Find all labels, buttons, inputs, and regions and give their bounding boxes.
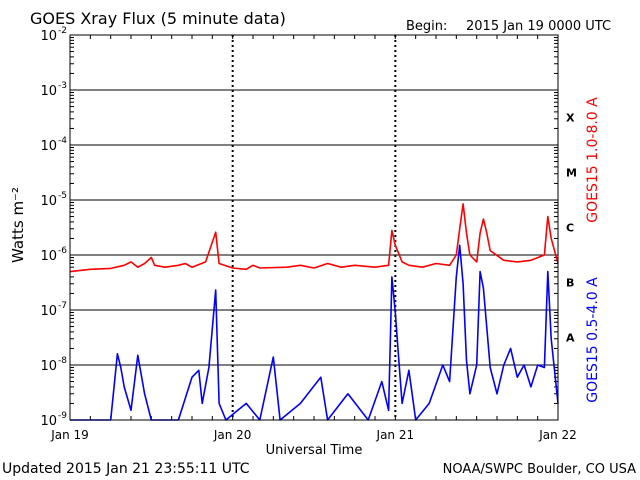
y-tick-label: 10 bbox=[40, 304, 57, 319]
y-tick-label: 10 bbox=[40, 414, 57, 429]
series-group bbox=[69, 203, 559, 421]
y-tick-label: 10 bbox=[40, 194, 57, 209]
x-tick-label: Jan 20 bbox=[213, 428, 252, 442]
x-axis-label: Universal Time bbox=[266, 443, 363, 458]
x-tick-label: Jan 19 bbox=[50, 428, 89, 442]
y-tick-label: 10 bbox=[40, 29, 57, 44]
chart-title: GOES Xray Flux (5 minute data) bbox=[30, 9, 286, 28]
series-label-short-channel: GOES15 0.5-4.0 A bbox=[585, 277, 601, 403]
y-tick-exponent: -2 bbox=[58, 26, 67, 36]
plot-frame bbox=[69, 34, 559, 421]
y-tick-label: 10 bbox=[40, 249, 57, 264]
x-tick-label: Jan 22 bbox=[538, 428, 577, 442]
flare-class-labels: A B C M X bbox=[566, 112, 577, 345]
y-tick-exponent: -7 bbox=[58, 301, 67, 311]
flare-class-x: X bbox=[566, 112, 575, 125]
begin-value: 2015 Jan 19 0000 UTC bbox=[466, 19, 611, 34]
begin-label: Begin: bbox=[406, 19, 447, 34]
y-tick-exponent: -4 bbox=[58, 136, 67, 146]
flare-class-m: M bbox=[566, 167, 577, 180]
y-tick-label: 10 bbox=[40, 84, 57, 99]
series-line-long-channel bbox=[69, 203, 559, 273]
flare-class-b: B bbox=[566, 277, 574, 290]
y-tick-exponent: -8 bbox=[58, 356, 67, 366]
flare-class-a: A bbox=[566, 332, 575, 345]
data-credit: NOAA/SWPC Boulder, CO USA bbox=[443, 462, 636, 477]
y-tick-label: 10 bbox=[40, 139, 57, 154]
flare-class-c: C bbox=[566, 222, 574, 235]
x-tick-label: Jan 21 bbox=[376, 428, 415, 442]
series-label-long-channel: GOES15 1.0-8.0 A bbox=[585, 97, 601, 223]
y-tick-exponent: -6 bbox=[58, 246, 67, 256]
series-line-short-channel bbox=[70, 244, 559, 421]
y-tick-exponent: -3 bbox=[58, 81, 67, 91]
y-tick-label: 10 bbox=[40, 359, 57, 374]
y-tick-exponent: -9 bbox=[58, 411, 67, 421]
y-axis-label: Watts m⁻² bbox=[9, 187, 27, 263]
updated-timestamp: Updated 2015 Jan 21 23:55:11 UTC bbox=[2, 461, 250, 477]
y-tick-exponent: -5 bbox=[58, 191, 67, 201]
